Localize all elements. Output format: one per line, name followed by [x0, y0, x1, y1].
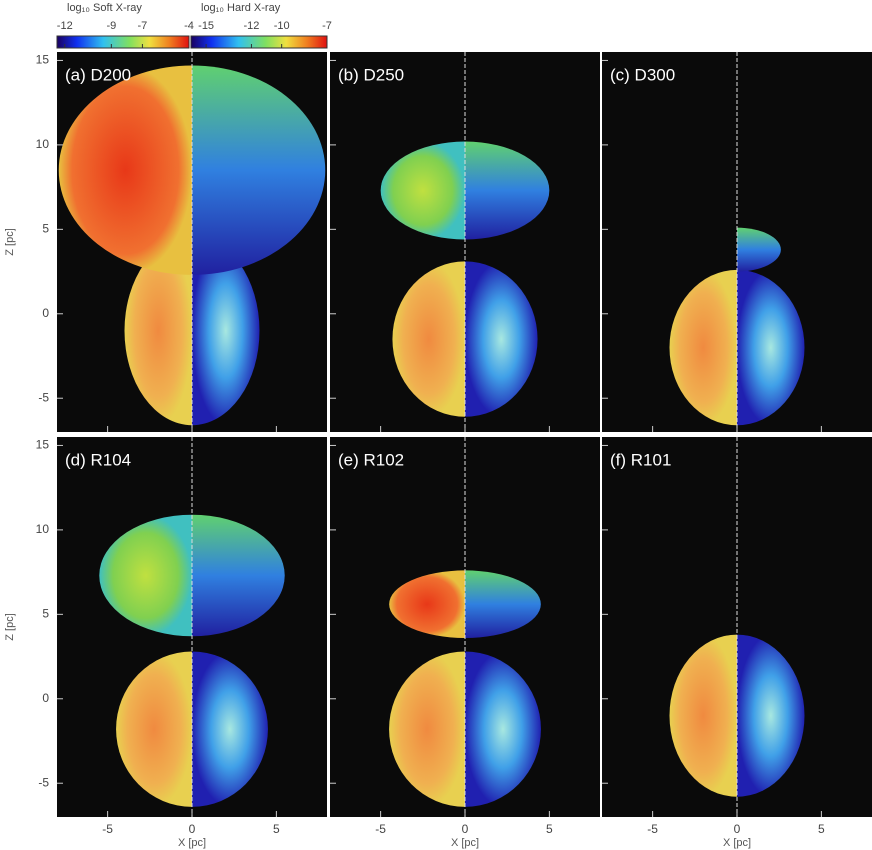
emission-right — [465, 141, 550, 240]
emission-right — [192, 65, 326, 275]
emission-left — [389, 651, 465, 807]
colorbar-tick-label: -9 — [106, 20, 116, 32]
emission-right — [192, 236, 260, 426]
colorbar-title: log₁₀ Soft X-ray — [67, 2, 142, 14]
emission-left — [58, 65, 192, 275]
x-tick-label: -5 — [102, 822, 113, 836]
colorbar-tick-label: -15 — [198, 20, 214, 32]
emission-right — [465, 261, 538, 417]
y-tick-label: -5 — [38, 390, 49, 404]
emission-right — [737, 269, 805, 426]
x-axis-label: X [pc] — [451, 837, 479, 849]
x-tick-label: 0 — [462, 822, 469, 836]
colorbar — [190, 35, 328, 49]
panels: (a) D200 -5 0 5 10 15 Z [pc] (b) D250 (c) D300 (d… — [4, 52, 872, 849]
emission-left — [389, 570, 465, 638]
x-tick-label: -5 — [647, 822, 658, 836]
x-tick-label: -5 — [375, 822, 386, 836]
x-tick-label: 5 — [818, 822, 825, 836]
panel-label: (b) D250 — [338, 65, 404, 84]
y-tick-label: 5 — [42, 607, 49, 621]
emission-right — [737, 227, 781, 272]
colorbar-tick-label: -10 — [274, 20, 290, 32]
emission-left — [669, 634, 737, 797]
emission-left — [116, 651, 192, 807]
emission-right — [192, 514, 285, 637]
emission-right — [465, 570, 541, 638]
panel-label: (f) R101 — [610, 450, 671, 469]
emission-left — [380, 141, 465, 240]
y-tick-label: 10 — [36, 137, 50, 151]
emission-left — [669, 269, 737, 426]
emission-right — [465, 651, 541, 807]
emission-left — [392, 261, 465, 417]
colorbar-tick-label: -7 — [138, 20, 148, 32]
emission-left — [99, 514, 192, 637]
panel-label: (a) D200 — [65, 65, 131, 84]
colorbar — [56, 35, 190, 49]
emission-right — [192, 651, 268, 807]
panel-label: (e) R102 — [338, 450, 404, 469]
x-tick-label: 5 — [546, 822, 553, 836]
colorbar-tick-label: -12 — [243, 20, 259, 32]
colorbar-tick-label: -12 — [57, 20, 73, 32]
y-tick-label: 0 — [42, 691, 49, 705]
y-tick-label: 0 — [42, 306, 49, 320]
x-axis-label: X [pc] — [723, 837, 751, 849]
y-tick-label: 10 — [36, 522, 50, 536]
emission-right — [737, 634, 805, 797]
colorbar-tick-label: -4 — [184, 20, 194, 32]
y-tick-label: -5 — [38, 775, 49, 789]
panel-label: (c) D300 — [610, 65, 675, 84]
x-tick-label: 5 — [273, 822, 280, 836]
y-axis-label: Z [pc] — [4, 228, 16, 256]
panel-label: (d) R104 — [65, 450, 131, 469]
x-tick-label: 0 — [189, 822, 196, 836]
colorbar-title: log₁₀ Hard X-ray — [201, 2, 281, 14]
y-tick-label: 15 — [36, 438, 50, 452]
y-tick-label: 15 — [36, 53, 50, 67]
emission-left — [124, 236, 192, 426]
x-axis-label: X [pc] — [178, 837, 206, 849]
y-axis-label: Z [pc] — [4, 613, 16, 641]
x-tick-label: 0 — [734, 822, 741, 836]
colorbar-tick-label: -7 — [322, 20, 332, 32]
y-tick-label: 5 — [42, 222, 49, 236]
